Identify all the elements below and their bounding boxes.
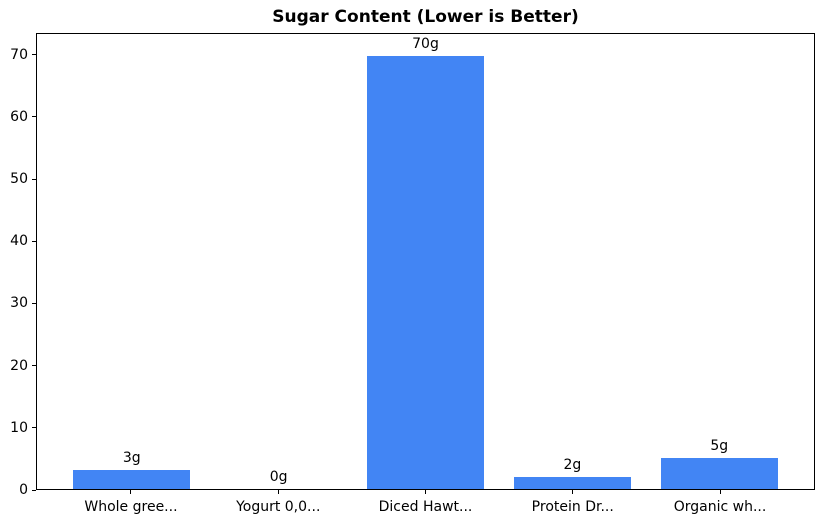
x-tick-mark: [719, 490, 721, 494]
y-tick-mark: [32, 240, 36, 242]
x-tick-label: Yogurt 0,0...: [236, 499, 321, 515]
y-tick-mark: [32, 302, 36, 304]
x-tick-mark: [425, 490, 426, 494]
y-tick-mark: [32, 427, 36, 429]
chart-title: Sugar Content (Lower is Better): [272, 7, 579, 27]
bar: [366, 55, 485, 489]
x-tick-label: Organic wh...: [673, 499, 767, 515]
plot-area: 3g 0g 70g 2g 5g: [36, 33, 815, 490]
x-tick-mark: [277, 490, 279, 494]
bar: [513, 476, 632, 489]
bar: [72, 470, 191, 489]
y-tick-label: 40: [10, 233, 28, 250]
y-tick-label: 50: [10, 171, 28, 188]
y-tick-label: 60: [10, 108, 28, 125]
bar: [660, 458, 778, 489]
y-tick-mark: [32, 365, 36, 367]
y-tick-label: 20: [10, 357, 28, 374]
x-tick-label: Protein Dr...: [531, 499, 614, 515]
y-tick-label: 0: [19, 482, 28, 498]
bar-value-label: 5g: [710, 438, 729, 455]
y-tick-label: 10: [10, 419, 28, 436]
x-tick-label: Whole gree...: [84, 499, 178, 515]
x-tick-mark: [572, 490, 574, 494]
x-tick-label: Diced Hawt...: [378, 499, 473, 515]
y-tick-mark: [32, 489, 36, 491]
y-tick-mark: [32, 116, 36, 118]
bar-value-label: 0g: [269, 469, 288, 485]
y-tick-mark: [32, 178, 36, 180]
bar-value-label: 2g: [563, 456, 582, 473]
x-tick-mark: [130, 490, 132, 494]
y-tick-label: 30: [10, 295, 28, 312]
bar-value-label: 70g: [412, 35, 439, 52]
bar-value-label: 3g: [122, 450, 141, 467]
y-tick-mark: [32, 54, 36, 56]
y-tick-label: 70: [10, 46, 28, 63]
